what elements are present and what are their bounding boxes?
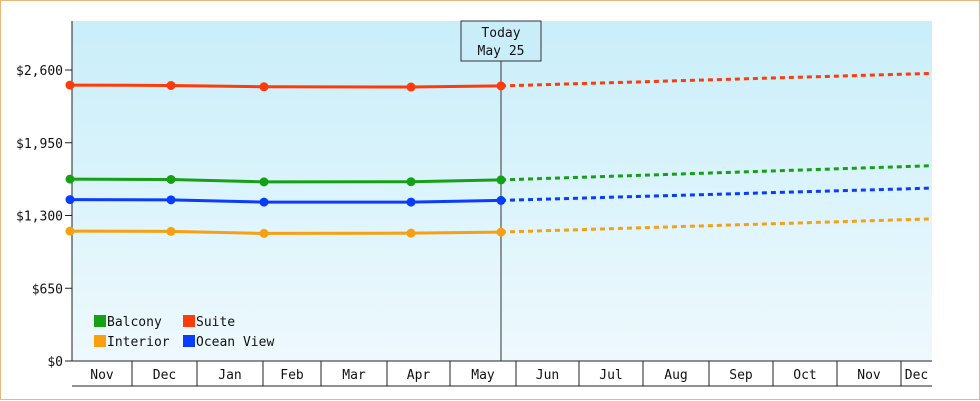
legend-label: Suite: [196, 315, 235, 330]
legend: Balcony Suite Interior Ocean View: [94, 315, 274, 350]
legend-label: Ocean View: [196, 335, 274, 350]
legend-label: Balcony: [107, 315, 162, 330]
y-tick-label: $2,600: [16, 64, 63, 79]
x-tick-label: Oct: [793, 368, 816, 383]
x-tick-label: Aug: [664, 368, 687, 383]
y-tick-label: $0: [47, 355, 63, 370]
plot-background: [72, 21, 932, 361]
series-point[interactable]: [65, 80, 75, 90]
y-tick-label: $650: [32, 282, 63, 297]
series-point[interactable]: [406, 82, 416, 92]
series-point[interactable]: [259, 197, 269, 207]
legend-swatch: [94, 335, 106, 347]
x-tick-label: Jan: [218, 368, 241, 383]
legend-item: Suite: [183, 315, 235, 330]
legend-item: Balcony: [94, 315, 162, 330]
y-axis: $0 $650 $1,300 $1,950 $2,600: [16, 21, 73, 370]
series-point[interactable]: [65, 174, 75, 184]
today-marker: Today May 25: [460, 20, 542, 361]
x-tick-label: Nov: [90, 368, 114, 383]
x-tick-label: Sep: [729, 368, 753, 383]
series-point[interactable]: [406, 197, 416, 207]
legend-label: Interior: [107, 335, 170, 350]
legend-swatch: [94, 315, 106, 327]
legend-swatch: [183, 335, 195, 347]
series-group: [65, 71, 933, 238]
series-point[interactable]: [166, 195, 176, 205]
x-tick-label: Dec: [905, 368, 928, 383]
today-label: Today: [481, 26, 520, 41]
series-line: [69, 83, 502, 89]
series-point[interactable]: [65, 226, 75, 236]
x-tick-label: Jun: [536, 368, 559, 383]
series-point[interactable]: [259, 82, 269, 92]
x-tick-label: Feb: [280, 368, 304, 383]
series-point[interactable]: [65, 195, 75, 205]
x-tick-label: Jul: [599, 368, 622, 383]
x-tick-label: May: [471, 368, 495, 383]
y-tick-label: $1,950: [16, 137, 63, 152]
legend-item: Interior: [94, 335, 170, 350]
x-tick-label: Dec: [153, 368, 176, 383]
series-point[interactable]: [406, 228, 416, 238]
x-tick-label: Nov: [857, 368, 881, 383]
series-point[interactable]: [166, 174, 176, 184]
y-tick-label: $1,300: [16, 210, 63, 225]
series-ocean-view: [65, 186, 933, 207]
series-suite: [65, 71, 933, 92]
x-tick-label: Mar: [342, 368, 366, 383]
x-tick-label: Apr: [407, 368, 431, 383]
today-box: [460, 20, 542, 62]
legend-item: Ocean View: [183, 335, 274, 350]
series-point[interactable]: [259, 228, 269, 238]
today-date: May 25: [478, 44, 525, 59]
series-point[interactable]: [166, 226, 176, 236]
x-axis: Nov Dec Jan Feb Mar Apr May Jun Jul Aug Sep Oct Nov D…: [72, 360, 932, 387]
series-point[interactable]: [259, 177, 269, 187]
legend-swatch: [183, 315, 195, 327]
series-point[interactable]: [166, 80, 176, 90]
series-point[interactable]: [406, 177, 416, 187]
series-balcony: [65, 164, 933, 187]
series-interior: [65, 217, 933, 238]
